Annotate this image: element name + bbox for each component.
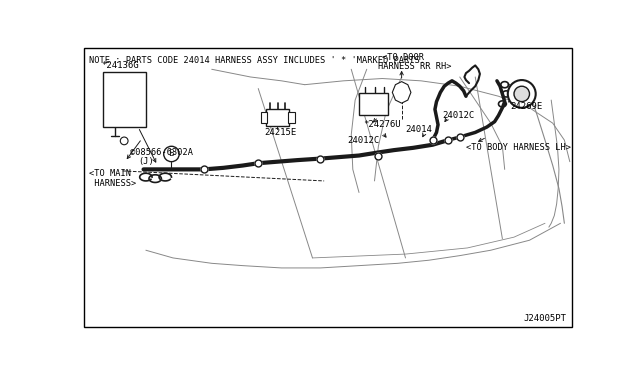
Text: 24215E: 24215E — [264, 128, 297, 137]
Text: J24005PT: J24005PT — [524, 314, 566, 323]
Bar — [359, 93, 388, 115]
Polygon shape — [392, 81, 411, 103]
Text: 24012C: 24012C — [348, 136, 380, 145]
Text: 24269E: 24269E — [510, 102, 542, 111]
Text: <TO DOOR: <TO DOOR — [382, 53, 424, 62]
Text: ©08566-6302A: ©08566-6302A — [131, 148, 193, 157]
Text: HARNESS>: HARNESS> — [90, 179, 136, 188]
Bar — [260, 112, 267, 123]
Text: <TO BODY HARNESS LH>: <TO BODY HARNESS LH> — [466, 143, 571, 152]
Bar — [266, 109, 289, 126]
Text: <TO MAIN: <TO MAIN — [90, 170, 131, 179]
Text: (J): (J) — [138, 157, 154, 166]
Text: *24276U: *24276U — [363, 120, 401, 129]
Circle shape — [164, 146, 179, 162]
Circle shape — [508, 80, 536, 108]
Text: 24014: 24014 — [406, 125, 433, 134]
Text: HARNESS RR RH>: HARNESS RR RH> — [378, 62, 452, 71]
Text: B: B — [168, 150, 174, 158]
Circle shape — [514, 86, 529, 102]
Text: NOTE : PARTS CODE 24014 HARNESS ASSY INCLUDES ' * 'MARKED PARTS.: NOTE : PARTS CODE 24014 HARNESS ASSY INC… — [90, 56, 426, 65]
Text: *24136G: *24136G — [102, 61, 140, 70]
Bar — [103, 71, 146, 127]
Circle shape — [120, 137, 128, 145]
Text: 24012C: 24012C — [443, 111, 475, 120]
Bar — [289, 112, 294, 123]
